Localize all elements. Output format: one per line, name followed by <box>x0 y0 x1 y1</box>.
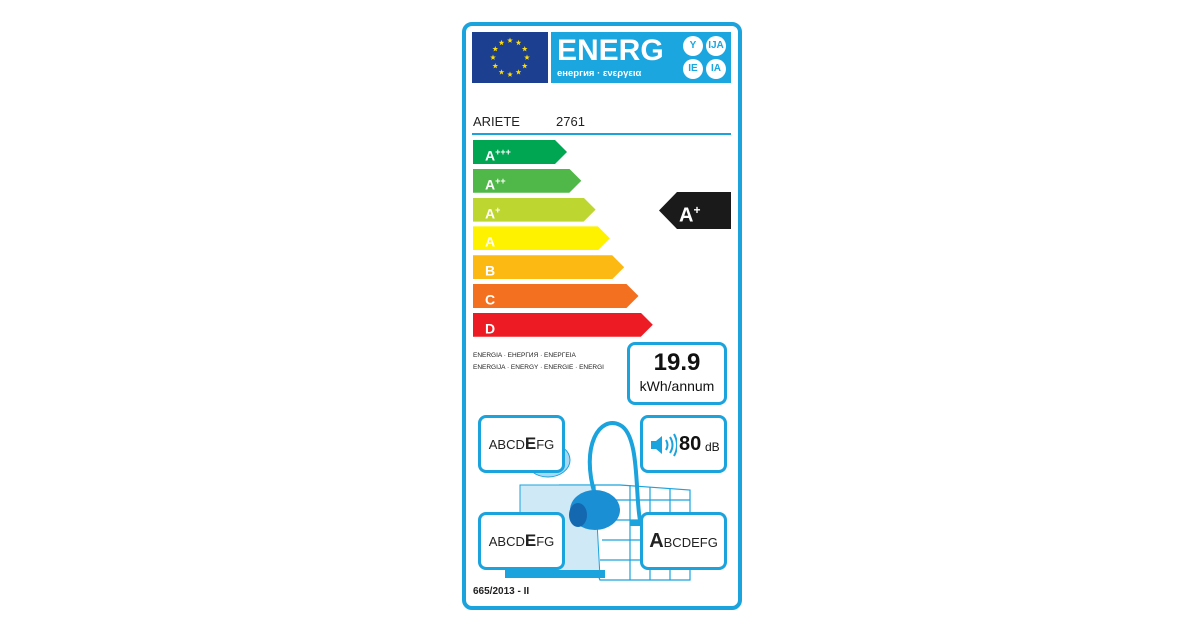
rating-indicator: A+ <box>659 192 731 229</box>
dust-class: E <box>524 434 537 453</box>
regulation: 665/2013 - II <box>473 586 530 597</box>
dust-pre: ABCD <box>488 437 525 452</box>
star-icon <box>515 39 522 46</box>
energ-title: ENERG <box>557 34 664 67</box>
star-icon <box>521 46 528 52</box>
energy-words-1: ENERGIA · ЕНЕРГИЯ · ΕΝΕΡΓΕΙΑ <box>473 352 576 359</box>
lang-ie: IE <box>683 59 703 79</box>
star-icon <box>515 69 522 75</box>
model-id: 2761 <box>556 114 585 129</box>
speaker-icon <box>651 433 677 457</box>
energy-class-bar: B <box>473 255 624 279</box>
carpet-class: E <box>524 531 537 550</box>
class-label: D <box>485 320 496 337</box>
rating-sup: + <box>693 203 701 217</box>
divider <box>472 133 731 135</box>
noise-unit: dB <box>705 440 720 454</box>
class-label: A <box>485 176 496 193</box>
supplier-name: ARIETE <box>473 114 520 129</box>
class-sup: ++ <box>495 175 506 186</box>
star-icon <box>524 54 530 60</box>
class-label: A <box>485 147 496 164</box>
hard-floor-post: BCDEFG <box>663 535 718 550</box>
carpet-class-box: ABCDEFG <box>478 512 565 570</box>
class-sup: +++ <box>495 147 511 157</box>
energy-class-bar: A+ <box>473 198 596 222</box>
star-icon <box>507 71 513 77</box>
label-frame <box>462 22 742 610</box>
energy-class-bar: C <box>473 284 639 308</box>
star-icon <box>498 39 505 46</box>
noise-box: 80 dB <box>640 415 727 473</box>
star-icon <box>492 46 499 52</box>
lang-ija: IJA <box>706 36 726 56</box>
class-label: B <box>485 262 496 279</box>
carpet-post: FG <box>536 534 555 549</box>
rating-label: A <box>679 204 694 227</box>
energy-class-bar: A+++ <box>473 140 567 164</box>
class-label: C <box>485 291 496 308</box>
star-icon <box>490 54 496 60</box>
energy-class-bar: D <box>473 313 653 337</box>
star-icon <box>492 63 499 69</box>
class-label: A <box>485 234 496 251</box>
consumption-value: 19.9 <box>653 349 701 376</box>
lang-y: Y <box>683 36 703 56</box>
carpet-pre: ABCD <box>488 534 525 549</box>
eu-flag-icon <box>472 32 548 83</box>
consumption-unit: kWh/annum <box>639 378 715 394</box>
star-icon <box>521 63 528 69</box>
noise-value: 80 <box>679 433 702 455</box>
energy-class-bar: A++ <box>473 169 581 193</box>
energy-class-bar: A <box>473 226 610 250</box>
star-icon <box>507 37 513 43</box>
hard-floor-class: A <box>649 530 664 552</box>
energy-header: ENERG енергия · ενεργεια Y IJA IE IA <box>551 32 731 83</box>
lang-ia: IA <box>706 59 726 79</box>
star-icon <box>498 69 505 75</box>
energ-subtitle: енергия · ενεργεια <box>557 68 642 79</box>
hard-floor-class-box: ABCDEFG <box>640 512 727 570</box>
class-sup: + <box>495 204 501 215</box>
dust-post: FG <box>536 437 555 452</box>
consumption-box: 19.9 kWh/annum <box>627 342 727 405</box>
energy-words-2: ENERGIJA · ENERGY · ENERGIE · ENERGI <box>473 364 604 371</box>
dust-emission-box: ABCDEFG <box>478 415 565 473</box>
class-label: A <box>485 205 496 222</box>
